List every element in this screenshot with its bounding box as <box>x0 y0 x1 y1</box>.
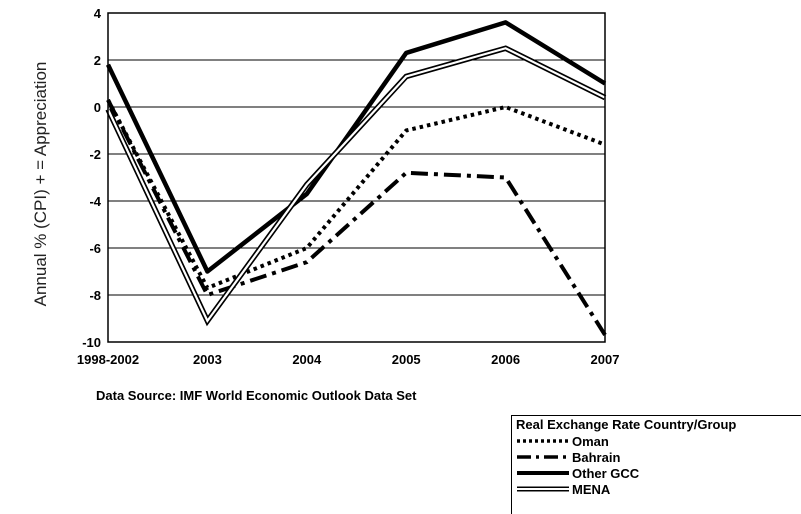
y-tick-label: -8 <box>89 288 101 303</box>
legend-item-bahrain: Bahrain <box>516 449 801 465</box>
legend-item-other-gcc: Other GCC <box>516 465 801 481</box>
legend-swatch-other-gcc <box>517 471 569 475</box>
y-axis-label: Annual % (CPI) + = Appreciation <box>31 62 50 307</box>
series-line-inner <box>107 47 606 323</box>
x-tick-label: 1998-2002 <box>77 352 139 367</box>
y-tick-label: -10 <box>82 335 101 350</box>
x-tick-label: 2005 <box>392 352 421 367</box>
gridlines <box>108 59 605 296</box>
series-mena <box>105 45 607 327</box>
legend-label-mena: MENA <box>572 481 611 497</box>
x-tick-label: 2004 <box>292 352 322 367</box>
plot-frame <box>107 12 606 343</box>
series-other-gcc <box>105 20 607 274</box>
x-tick-label: 2003 <box>193 352 222 367</box>
legend-title: Real Exchange Rate Country/Group <box>516 417 737 432</box>
legend-swatch-mena <box>517 486 569 492</box>
y-tick-labels: 4 2 0 -2 -4 -6 -8 -10 <box>82 6 102 350</box>
legend: Real Exchange Rate Country/Group Oman Ba… <box>511 415 801 514</box>
y-tick-label: -2 <box>89 147 101 162</box>
data-source-note: Data Source: IMF World Economic Outlook … <box>96 388 417 403</box>
x-tick-labels: 1998-2002 2003 2004 2005 2006 2007 <box>77 352 620 367</box>
legend-label-oman: Oman <box>572 433 609 449</box>
series-bahrain <box>106 99 607 337</box>
legend-swatch-bahrain <box>517 455 569 459</box>
legend-swatch-oman <box>517 439 569 443</box>
series-line <box>105 20 607 274</box>
x-tick-label: 2007 <box>591 352 620 367</box>
legend-item-oman: Oman <box>516 433 801 449</box>
series-line <box>106 99 607 337</box>
y-tick-label: -4 <box>89 194 101 209</box>
series-oman <box>106 99 606 290</box>
series-line-outer <box>105 45 607 327</box>
series-lines <box>105 20 607 337</box>
series-line <box>106 99 606 290</box>
legend-label-other-gcc: Other GCC <box>572 465 640 481</box>
y-tick-label: -6 <box>89 241 101 256</box>
y-tick-label: 0 <box>94 100 101 115</box>
legend-label-bahrain: Bahrain <box>572 449 621 465</box>
y-tick-label: 4 <box>94 6 102 21</box>
y-tick-label: 2 <box>94 53 101 68</box>
x-tick-label: 2006 <box>491 352 520 367</box>
chart: 4 2 0 -2 -4 -6 -8 -10 1998-2002 2003 2004 2005 2006… <box>31 6 620 367</box>
legend-item-mena: MENA <box>516 481 801 497</box>
